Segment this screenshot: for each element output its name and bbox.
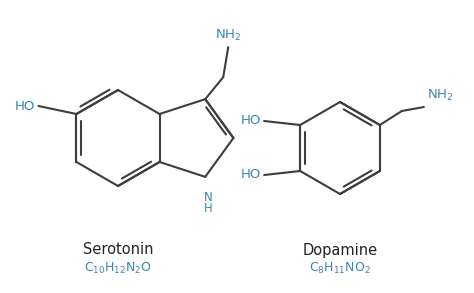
Text: HO: HO	[15, 100, 36, 113]
Text: C$_{10}$H$_{12}$N$_2$O: C$_{10}$H$_{12}$N$_2$O	[84, 260, 152, 275]
Text: N
H: N H	[204, 191, 213, 215]
Text: NH$_2$: NH$_2$	[427, 88, 453, 103]
Text: C$_8$H$_{11}$NO$_2$: C$_8$H$_{11}$NO$_2$	[309, 260, 371, 275]
Text: NH$_2$: NH$_2$	[215, 28, 241, 43]
Text: HO: HO	[241, 168, 261, 181]
Text: Serotonin: Serotonin	[83, 243, 153, 258]
Text: HO: HO	[241, 115, 261, 127]
Text: Dopamine: Dopamine	[302, 243, 378, 258]
